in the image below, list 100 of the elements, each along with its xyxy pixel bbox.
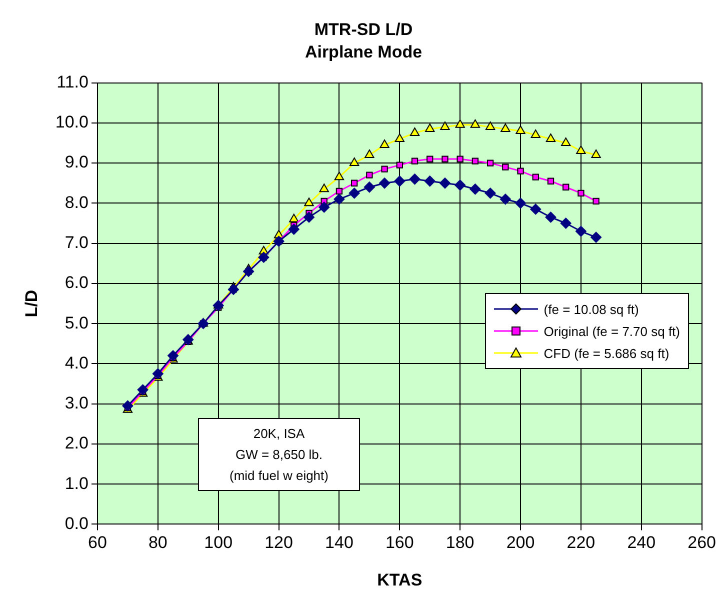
- x-tick-label: 240: [627, 533, 656, 552]
- point: [502, 164, 509, 170]
- point: [411, 158, 418, 164]
- point: [546, 133, 556, 142]
- y-axis-title: L/D: [22, 290, 41, 318]
- point: [152, 368, 164, 380]
- point: [440, 121, 450, 130]
- point: [470, 184, 481, 195]
- x-tick-label: 100: [204, 533, 233, 552]
- y-tick-label: 7.0: [64, 232, 88, 252]
- point: [348, 188, 360, 199]
- x-axis-title: KTAS: [377, 570, 422, 590]
- point: [470, 119, 480, 128]
- point: [289, 214, 299, 222]
- point: [472, 158, 479, 164]
- point: [425, 123, 435, 132]
- annotation: 20K, ISA: [252, 425, 306, 443]
- point: [364, 182, 375, 193]
- point: [258, 252, 270, 263]
- y-tick-label: 5.0: [64, 313, 88, 332]
- point: [426, 156, 434, 162]
- point: [396, 162, 403, 168]
- y-tick-label: 1.0: [64, 474, 88, 493]
- point: [456, 156, 464, 162]
- point: [318, 202, 330, 213]
- chart-subtitle: Airplane Mode: [304, 42, 422, 62]
- point: [198, 318, 209, 330]
- point: [336, 188, 343, 194]
- point: [319, 184, 329, 192]
- point: [530, 204, 542, 215]
- point: [515, 198, 526, 209]
- y-tick-label: 9.0: [64, 152, 88, 172]
- x-tick-label: 260: [688, 533, 716, 552]
- point: [532, 174, 539, 180]
- point: [575, 226, 586, 237]
- annotation: GW = 8,650 lb.: [234, 446, 324, 464]
- point: [530, 129, 540, 138]
- x-tick-label: 160: [385, 533, 414, 552]
- x-tick-label: 60: [88, 533, 107, 552]
- point: [394, 133, 404, 142]
- legend-label: CFD (fe = 5.686 sq ft): [544, 346, 670, 360]
- point: [560, 218, 572, 229]
- point: [351, 180, 358, 186]
- point: [304, 212, 315, 223]
- y-tick-label: 4.0: [64, 353, 88, 372]
- point: [424, 176, 436, 187]
- point: [334, 172, 344, 180]
- point: [500, 194, 511, 205]
- point: [590, 232, 602, 243]
- point: [486, 160, 494, 166]
- point: [545, 212, 556, 223]
- point: [381, 166, 388, 172]
- point: [122, 400, 134, 412]
- point: [410, 127, 420, 136]
- point: [454, 180, 466, 191]
- note-box: 20K, ISA GW = 8,650 lb. (mid fuel w eight): [198, 418, 360, 491]
- point: [366, 172, 373, 178]
- point: [500, 123, 510, 132]
- point: [442, 156, 448, 162]
- point: [409, 174, 420, 185]
- point: [364, 150, 374, 158]
- point: [439, 178, 450, 189]
- point: [484, 188, 496, 199]
- point: [455, 119, 465, 128]
- point: [304, 198, 314, 206]
- point: [517, 168, 524, 174]
- y-tick-label: 10.0: [55, 112, 88, 132]
- x-tick-label: 140: [325, 533, 354, 552]
- point: [243, 266, 254, 277]
- point: [591, 150, 601, 158]
- y-tick-label: 8.0: [64, 192, 88, 212]
- point: [561, 137, 571, 146]
- x-tick-label: 220: [566, 533, 596, 552]
- point: [137, 384, 148, 396]
- point: [592, 198, 600, 205]
- annotation: (mid fuel w eight): [228, 467, 330, 485]
- point: [288, 224, 300, 235]
- point: [380, 140, 390, 148]
- point: [516, 125, 526, 134]
- point: [562, 184, 570, 190]
- chart-title: MTR-SD L/D: [314, 20, 413, 39]
- point: [350, 158, 360, 166]
- point: [228, 284, 239, 295]
- point: [578, 190, 584, 196]
- point: [212, 300, 224, 312]
- point: [485, 121, 496, 130]
- point: [379, 178, 390, 189]
- x-tick-label: 180: [446, 533, 474, 552]
- legend-label: Original (fe = 7.70 sq ft): [544, 324, 680, 338]
- point: [547, 178, 554, 184]
- y-tick-label: 3.0: [64, 394, 88, 413]
- point: [394, 176, 406, 187]
- y-tick-label: 0.0: [64, 514, 88, 533]
- point: [334, 194, 345, 205]
- legend-label: (fe = 10.08 sq ft): [544, 302, 639, 316]
- point: [576, 146, 586, 154]
- y-tick-label: 6.0: [64, 273, 88, 292]
- x-tick-label: 200: [506, 533, 535, 552]
- y-tick-label: 2.0: [64, 434, 88, 453]
- x-tick-label: 120: [264, 533, 293, 552]
